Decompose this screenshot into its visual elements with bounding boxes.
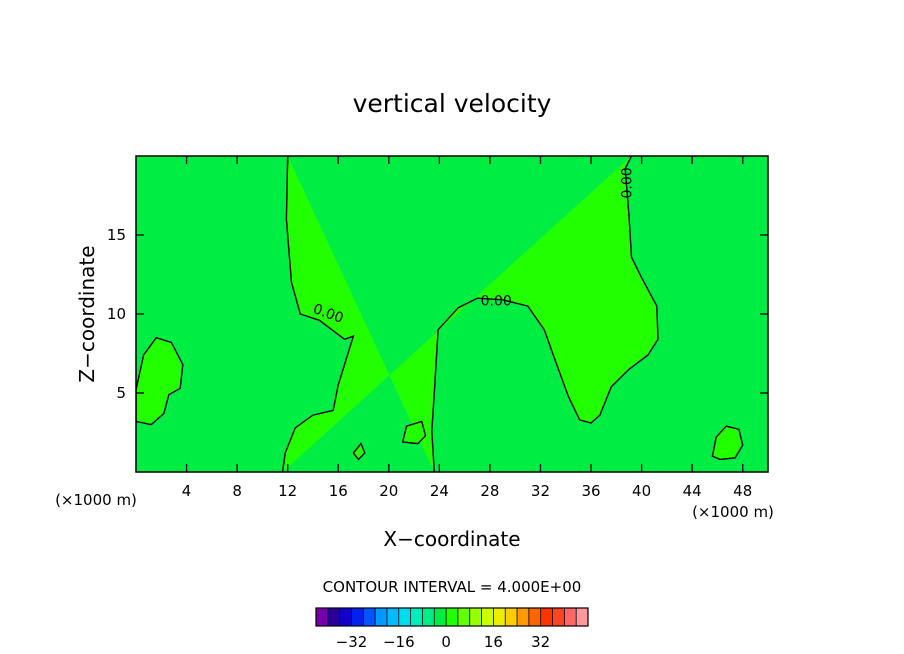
colorbar-swatch <box>386 608 400 626</box>
chart-title: vertical velocity <box>353 89 552 118</box>
colorbar-frame <box>315 607 589 627</box>
colorbar-labels: −32 −16 0 16 32 <box>336 633 551 651</box>
y-tick-label: 5 <box>116 384 126 402</box>
positive-region-blob <box>402 421 426 444</box>
x-tick-label: 36 <box>581 482 600 500</box>
colorbar-tick-label: 0 <box>441 633 451 651</box>
colorbar-swatch <box>316 608 329 626</box>
x-tick-label: 8 <box>232 482 242 500</box>
x-axis: 4 8 12 16 20 24 28 32 36 40 44 48 <box>182 156 752 500</box>
zero-contour-line <box>431 156 659 472</box>
colorbar-tick-label: −16 <box>383 633 415 651</box>
colorbar <box>315 607 589 627</box>
x-tick-label: 32 <box>531 482 550 500</box>
zero-contour-line <box>136 336 184 426</box>
positive-field-layer <box>136 156 743 472</box>
positive-region-main <box>282 156 658 472</box>
x-tick-label: 16 <box>329 482 348 500</box>
colorbar-swatch <box>339 608 352 626</box>
x-unit-label-right: (×1000 m) <box>692 503 774 521</box>
y-tick-label: 15 <box>107 226 126 244</box>
colorbar-swatch <box>398 608 411 626</box>
colorbar-swatch <box>363 608 376 626</box>
y-tick-label: 10 <box>107 305 126 323</box>
colorbar-swatch <box>469 608 482 626</box>
x-tick-label: 48 <box>733 482 752 500</box>
x-tick-label: 28 <box>480 482 499 500</box>
colorbar-swatch <box>410 608 423 626</box>
colorbar-swatch <box>540 608 553 626</box>
colorbar-swatch <box>434 608 447 626</box>
colorbar-swatch <box>351 608 364 626</box>
y-axis-title: Z−coordinate <box>75 245 99 382</box>
colorbar-swatch <box>505 608 518 626</box>
colorbar-swatch <box>422 608 435 626</box>
colorbar-swatch <box>552 608 565 626</box>
x-tick-label: 20 <box>379 482 398 500</box>
positive-region-blob <box>136 337 183 425</box>
colorbar-swatch <box>576 608 589 626</box>
plot-area: 0.00 0.000.00 <box>135 155 769 473</box>
zero-contour-line <box>401 420 427 445</box>
colorbar-tick-label: −32 <box>336 633 368 651</box>
colorbar-swatch <box>327 608 340 626</box>
contour-layer <box>136 156 744 472</box>
x-tick-label: 4 <box>182 482 192 500</box>
colorbar-swatch <box>457 608 471 626</box>
colorbar-swatch <box>481 608 494 626</box>
y-axis: 5 10 15 <box>107 226 768 402</box>
contour-value-label: 0.00 <box>481 293 512 309</box>
colorbar-swatch <box>493 608 506 626</box>
x-tick-label: 12 <box>278 482 297 500</box>
x-tick-label: 24 <box>430 482 449 500</box>
colorbar-title: CONTOUR INTERVAL = 4.000E+00 <box>323 578 582 596</box>
colorbar-swatch <box>375 608 388 626</box>
x-tick-label: 40 <box>632 482 651 500</box>
colorbar-tick-label: 32 <box>531 633 550 651</box>
zero-contour-line <box>711 425 744 461</box>
colorbar-swatch <box>446 608 459 626</box>
colorbar-swatch <box>517 608 530 626</box>
x-axis-title: X−coordinate <box>383 527 520 551</box>
contour-value-label: 0.00 <box>620 167 636 198</box>
zero-contour-line <box>281 156 355 472</box>
x-tick-label: 44 <box>683 482 702 500</box>
positive-region-blob <box>712 426 743 460</box>
colorbar-tick-label: 16 <box>484 633 503 651</box>
x-unit-label-left: (×1000 m) <box>55 491 137 509</box>
colorbar-swatch <box>564 608 577 626</box>
colorbar-swatch <box>528 608 541 626</box>
zero-contour-line <box>352 442 366 461</box>
